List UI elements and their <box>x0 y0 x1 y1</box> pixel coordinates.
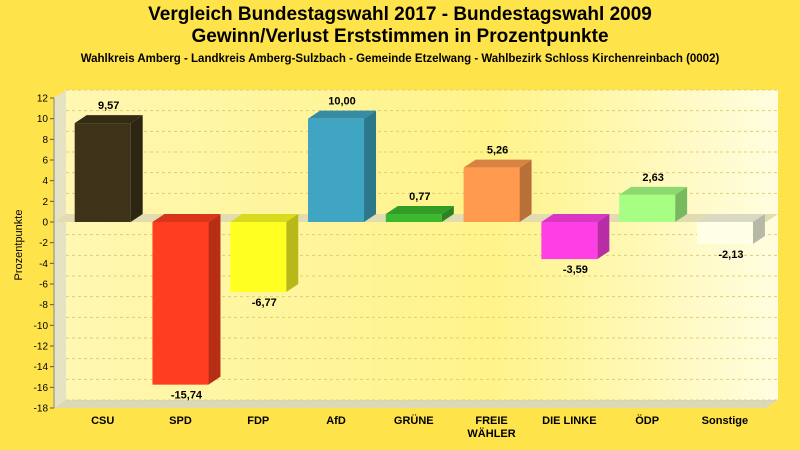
y-tick-label: -8 <box>39 300 48 311</box>
bar-front <box>385 214 442 222</box>
bar-side <box>286 214 299 292</box>
x-tick-label: AfD <box>326 415 346 427</box>
data-labels: 9,57 -15,74 -6,77 10,00 0,77 5,26 -3,59 2,63 -2,… <box>98 96 743 402</box>
x-tick-label: DIE LINKE <box>542 415 596 427</box>
data-label: -3,59 <box>563 264 588 276</box>
bar <box>463 159 532 222</box>
bar-front <box>619 194 676 222</box>
y-tick-label: -18 <box>34 404 49 415</box>
x-tick-label: WÄHLER <box>467 427 515 440</box>
bar-top <box>308 110 377 119</box>
bar-side <box>130 115 143 222</box>
x-tick-label: FREIE <box>475 415 507 427</box>
bar <box>696 214 765 245</box>
y-tick-label: -2 <box>39 238 48 249</box>
bar <box>308 110 377 222</box>
data-label: 2,63 <box>642 172 663 184</box>
bar-top <box>696 214 765 222</box>
bars <box>74 110 765 385</box>
y-axis: 12 10 8 6 4 2 0 -2 -4 -6 -8 -10 -12 -14 -16 -18 <box>34 94 55 415</box>
floor <box>54 400 778 408</box>
bar-top <box>152 214 221 222</box>
plot-background <box>54 90 778 408</box>
bar-side <box>208 214 221 385</box>
bar-side <box>597 214 610 260</box>
y-tick-label: -12 <box>34 342 49 353</box>
x-tick-label: ÖDP <box>635 414 659 427</box>
bar-top <box>385 206 454 215</box>
data-label: -6,77 <box>252 297 277 309</box>
bar-front <box>152 222 209 385</box>
y-tick-label: 8 <box>42 135 48 146</box>
data-label: 10,00 <box>328 96 356 108</box>
data-label: 5,26 <box>487 145 508 157</box>
left-wall <box>54 90 66 408</box>
chart-title: Vergleich Bundestagswahl 2017 - Bundesta… <box>148 4 652 25</box>
data-label: 0,77 <box>409 191 430 203</box>
y-tick-label: -10 <box>34 321 49 332</box>
bar-side <box>675 186 688 222</box>
bar-front <box>463 167 520 222</box>
y-tick-label: 0 <box>42 218 48 229</box>
bar-side <box>364 110 377 222</box>
bar <box>230 214 299 292</box>
data-label: 9,57 <box>98 100 119 112</box>
bar <box>541 214 610 260</box>
bar <box>619 186 688 222</box>
bar-front <box>696 222 753 245</box>
data-label: -15,74 <box>171 390 203 402</box>
data-label: -2,13 <box>718 249 743 261</box>
x-tick-label: CSU <box>91 415 114 427</box>
y-tick-label: -14 <box>34 362 49 373</box>
y-tick-label: -16 <box>34 383 49 394</box>
y-tick-label: 6 <box>42 156 48 167</box>
chart-caption: Wahlkreis Amberg - Landkreis Amberg-Sulz… <box>80 53 720 65</box>
y-axis-label: Prozentpunkte <box>13 210 25 281</box>
chart-subtitle: Gewinn/Verlust Erststimmen in Prozentpun… <box>191 26 609 47</box>
bar-front <box>74 123 131 222</box>
bar-side <box>752 214 765 245</box>
bar <box>385 206 454 222</box>
bar-front <box>308 118 365 222</box>
bar <box>152 214 221 385</box>
bar-top <box>463 159 532 168</box>
x-tick-label: GRÜNE <box>394 414 434 427</box>
y-tick-label: 4 <box>42 176 48 187</box>
y-tick-label: 10 <box>37 114 49 125</box>
bar-top <box>230 214 299 222</box>
x-tick-label: SPD <box>169 415 192 427</box>
bar-side <box>441 206 454 222</box>
y-tick-label: 2 <box>42 197 48 208</box>
bar-top <box>619 186 688 195</box>
y-tick-label: -4 <box>39 259 48 270</box>
bar-top <box>74 115 143 124</box>
y-tick-label: -6 <box>39 280 48 291</box>
bar-front <box>541 222 598 260</box>
x-tick-label: Sonstige <box>702 415 748 427</box>
bar-side <box>519 159 532 222</box>
x-tick-label: FDP <box>247 415 269 427</box>
y-tick-label: 12 <box>37 94 49 105</box>
bar <box>74 115 143 222</box>
bar-top <box>541 214 610 222</box>
bar-front <box>230 222 287 292</box>
